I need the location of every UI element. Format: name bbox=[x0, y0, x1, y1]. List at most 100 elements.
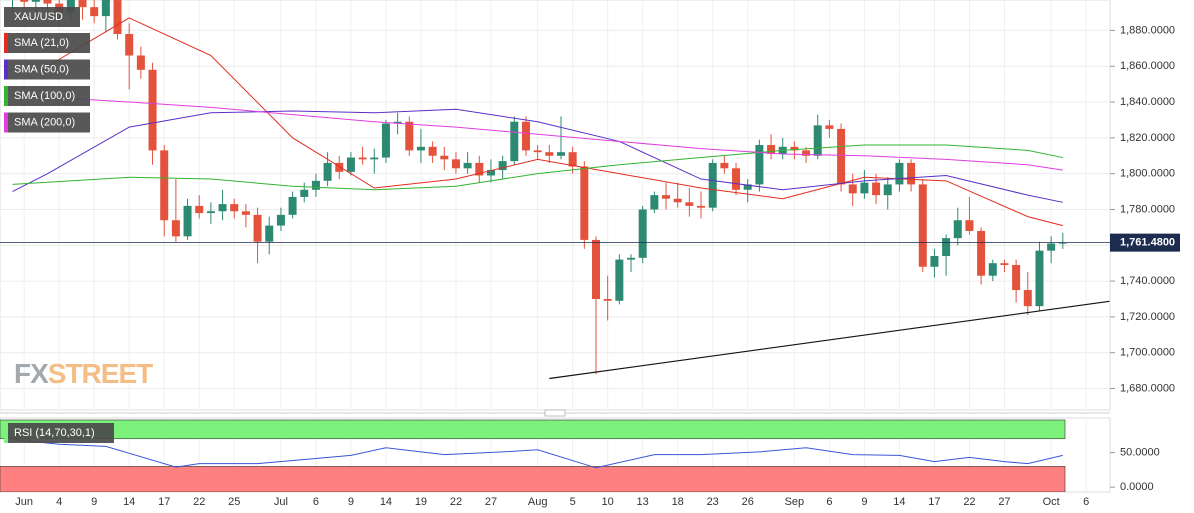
candle-body bbox=[428, 146, 437, 156]
legend-entry-box bbox=[4, 86, 90, 106]
rsi-legend: RSI (14,70,30,1) bbox=[14, 427, 95, 439]
legend-entry-swatch bbox=[4, 59, 8, 80]
candle-body bbox=[790, 146, 799, 151]
candle-body bbox=[440, 155, 449, 160]
candle-body bbox=[732, 168, 741, 190]
x-tick-label: 27 bbox=[998, 496, 1010, 508]
y-tick-label: 1,780.0000 bbox=[1120, 203, 1175, 215]
overbought-band bbox=[0, 419, 1066, 440]
rsi-y-tick-label: 50.0000 bbox=[1120, 446, 1160, 458]
candle-body bbox=[942, 238, 951, 257]
candle-body bbox=[171, 220, 180, 237]
sma-line bbox=[12, 108, 1063, 203]
candle-body bbox=[288, 196, 297, 215]
candle-body bbox=[125, 34, 134, 56]
candle-body bbox=[148, 69, 157, 151]
candle-body bbox=[393, 121, 402, 124]
x-tick-label: 19 bbox=[415, 496, 427, 508]
candle-body bbox=[90, 7, 99, 17]
candle-body bbox=[323, 162, 332, 181]
rsi-legend-box bbox=[4, 423, 114, 443]
legend-entry-swatch bbox=[4, 33, 8, 53]
legend-entry: SMA (50,0) bbox=[14, 63, 69, 75]
candle-body bbox=[31, 0, 40, 2]
x-tick-label: 6 bbox=[1083, 496, 1089, 508]
x-tick-label: 25 bbox=[228, 496, 240, 508]
x-tick-label: 6 bbox=[826, 496, 832, 508]
x-tick-label: 13 bbox=[637, 496, 649, 508]
x-tick-label: Oct bbox=[1043, 496, 1060, 508]
candle-body bbox=[335, 162, 344, 172]
candle-body bbox=[533, 150, 542, 153]
axes: 1,680.0000 1,700.0000 1,720.0000 1,740.0000… bbox=[14, 24, 1180, 508]
legend-entry-box bbox=[4, 33, 90, 53]
x-tick-label: 14 bbox=[123, 496, 135, 508]
splitter-handle[interactable] bbox=[544, 409, 566, 417]
candle-body bbox=[545, 152, 554, 156]
rsi-plot bbox=[0, 419, 1066, 492]
y-tick-label: 1,840.0000 bbox=[1120, 96, 1175, 108]
candle-body bbox=[160, 150, 169, 221]
x-tick-label: 9 bbox=[861, 496, 867, 508]
y-tick-label: 1,880.0000 bbox=[1120, 24, 1175, 36]
candle-body bbox=[813, 125, 822, 156]
rsi-line bbox=[12, 438, 1063, 469]
candle-body bbox=[907, 162, 916, 185]
candle-body bbox=[265, 225, 274, 242]
candle-body bbox=[848, 184, 857, 194]
candle-body bbox=[708, 162, 717, 208]
x-tick-label: Aug bbox=[528, 496, 548, 508]
legend-entry: SMA (200,0) bbox=[14, 116, 75, 128]
legend-entry: SMA (21,0) bbox=[14, 37, 69, 49]
x-tick-label: 5 bbox=[570, 496, 576, 508]
candle-body bbox=[1023, 290, 1032, 307]
last-price-tag bbox=[1110, 233, 1180, 252]
x-tick-label: 17 bbox=[158, 496, 170, 508]
x-tick-label: 17 bbox=[928, 496, 940, 508]
candle-body bbox=[475, 162, 484, 176]
y-tick-label: 1,680.0000 bbox=[1120, 382, 1175, 394]
candle-body bbox=[451, 159, 460, 169]
candle-body bbox=[195, 205, 204, 214]
candle-body bbox=[860, 182, 869, 194]
candle-body bbox=[568, 152, 577, 167]
x-tick-label: 26 bbox=[742, 496, 754, 508]
candle-body bbox=[416, 146, 425, 151]
legend-entry-swatch bbox=[4, 86, 8, 106]
watermark-prefix: FX bbox=[14, 358, 49, 389]
legend-entry-swatch bbox=[4, 112, 8, 133]
x-tick-label: Jun bbox=[15, 496, 33, 508]
candle-body bbox=[381, 123, 390, 158]
price-plot bbox=[0, 0, 1110, 380]
x-tick-label: 18 bbox=[672, 496, 684, 508]
y-tick-label: 1,800.0000 bbox=[1120, 168, 1175, 180]
candle-body bbox=[346, 157, 355, 172]
x-tick-label: 22 bbox=[450, 496, 462, 508]
legend-title-box bbox=[4, 7, 80, 27]
x-tick-label: 4 bbox=[56, 496, 62, 508]
legend-title: XAU/USD bbox=[14, 11, 63, 23]
x-tick-label: 10 bbox=[602, 496, 614, 508]
last-price-label: 1,761.4800 bbox=[1120, 237, 1175, 249]
candle-body bbox=[1047, 243, 1056, 251]
candle-body bbox=[521, 121, 530, 151]
x-tick-label: 23 bbox=[707, 496, 719, 508]
y-tick-label: 1,860.0000 bbox=[1120, 60, 1175, 72]
candle-body bbox=[1012, 264, 1021, 291]
legend-entry-box bbox=[4, 112, 90, 133]
y-tick-label: 1,700.0000 bbox=[1120, 347, 1175, 359]
candle-body bbox=[953, 220, 962, 239]
candle-body bbox=[767, 145, 776, 154]
candle-body bbox=[697, 205, 706, 208]
x-tick-label: 27 bbox=[485, 496, 497, 508]
y-tick-label: 1,740.0000 bbox=[1120, 275, 1175, 287]
x-tick-label: 14 bbox=[380, 496, 392, 508]
candle-body bbox=[662, 195, 671, 199]
candle-body bbox=[218, 204, 227, 212]
watermark-suffix: STREET bbox=[48, 358, 153, 389]
candle-body bbox=[230, 204, 239, 212]
candle-body bbox=[370, 157, 379, 160]
x-tick-label: 22 bbox=[963, 496, 975, 508]
candle-body bbox=[358, 157, 367, 160]
